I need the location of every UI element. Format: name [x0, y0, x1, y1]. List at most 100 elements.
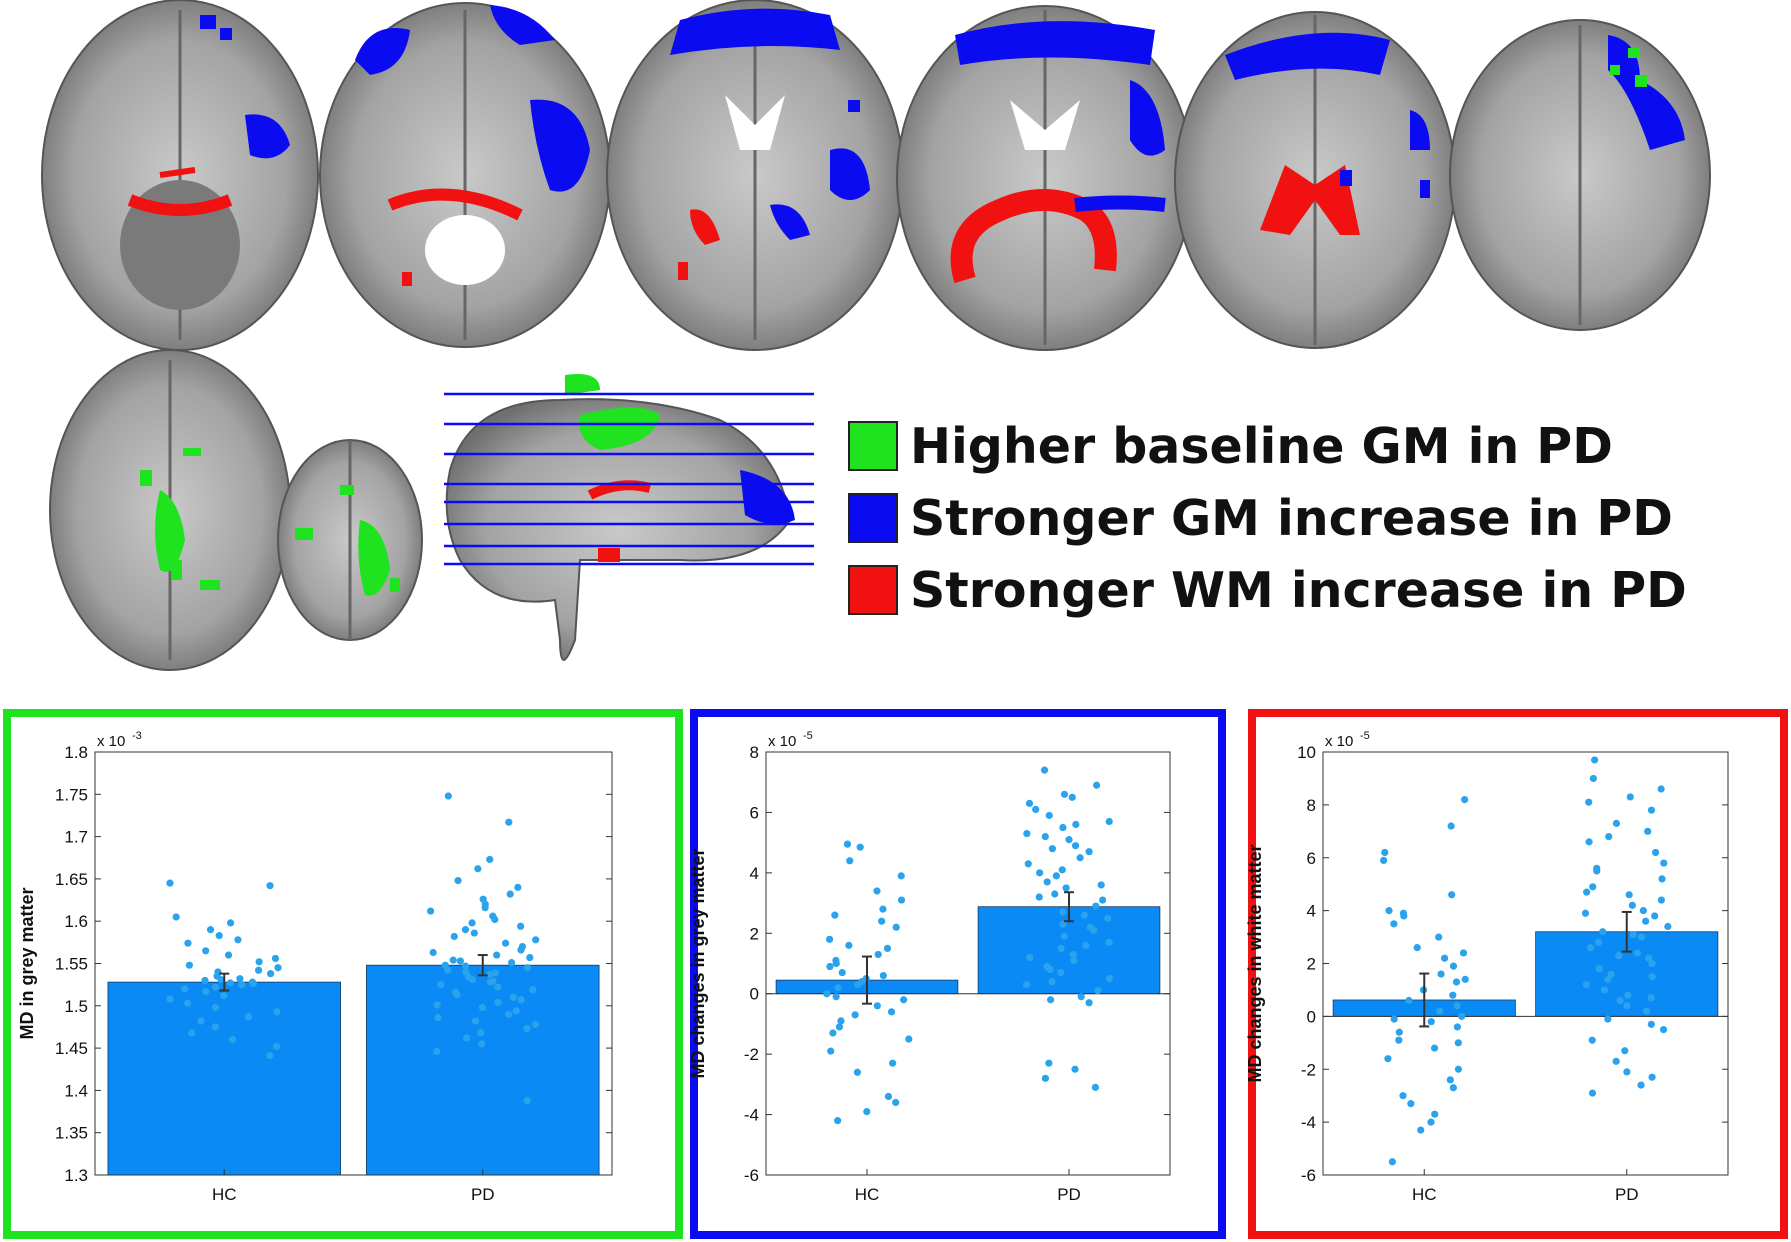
data-point [1024, 860, 1032, 868]
y-tick-label: 0 [750, 985, 759, 1004]
axial-slice-4 [896, 5, 1194, 351]
data-point [1449, 991, 1457, 999]
data-point [1664, 922, 1672, 931]
data-point [1417, 1126, 1425, 1134]
data-point [1600, 986, 1609, 994]
data-point [1459, 949, 1468, 957]
data-point [1615, 951, 1623, 960]
data-point [1453, 1023, 1462, 1031]
y-tick-label: 1.35 [55, 1124, 88, 1143]
y-tick-label: 4 [750, 864, 759, 883]
y-tick-label: 1.75 [55, 785, 88, 804]
data-point [1594, 938, 1603, 946]
data-point [1105, 817, 1113, 826]
data-point [856, 843, 864, 851]
data-point [1085, 848, 1093, 856]
data-point [220, 992, 228, 1000]
data-point [1060, 932, 1068, 940]
data-point [1647, 1020, 1655, 1028]
data-point [1595, 965, 1603, 973]
data-point [1390, 1015, 1398, 1023]
data-point [892, 923, 900, 931]
data-point [1639, 907, 1647, 915]
data-point [1454, 1039, 1462, 1047]
data-point [1437, 970, 1445, 978]
legend-swatch-green [848, 421, 898, 471]
data-point [1407, 1100, 1415, 1108]
data-point [1623, 1068, 1631, 1076]
data-point [1399, 1092, 1407, 1100]
data-point [1040, 766, 1049, 774]
data-point [1032, 805, 1040, 814]
data-point [508, 959, 516, 967]
data-point [1035, 893, 1043, 901]
y-tick-label: -6 [744, 1166, 759, 1185]
data-point [434, 1014, 442, 1022]
data-point [1604, 1015, 1612, 1023]
data-point [1447, 822, 1455, 830]
data-point [1076, 854, 1084, 862]
data-point [523, 1096, 531, 1105]
axial-slice-3 [606, 0, 904, 351]
data-point [166, 879, 174, 887]
data-point [211, 983, 220, 991]
axial-slice-6 [1449, 19, 1711, 331]
data-point [211, 1003, 220, 1012]
y-tick-label: -2 [1301, 1060, 1316, 1079]
data-point [470, 929, 478, 937]
data-point [1022, 981, 1031, 989]
data-point [1036, 869, 1044, 877]
data-point [1045, 811, 1053, 820]
data-point [188, 1029, 196, 1037]
data-point [531, 1020, 540, 1029]
y-tick-label: 10 [1297, 743, 1316, 762]
data-point [266, 970, 275, 978]
axis-exponent: x 10 [1325, 733, 1353, 750]
data-point [853, 981, 862, 989]
data-point [461, 926, 470, 934]
data-point [1440, 954, 1449, 962]
data-point [1657, 785, 1665, 793]
data-point [835, 1023, 844, 1031]
data-point [183, 999, 192, 1007]
data-point [1633, 949, 1642, 957]
data-point [1405, 996, 1413, 1005]
data-point [883, 944, 892, 952]
data-point [1041, 1074, 1050, 1082]
y-tick-label: 1.8 [64, 743, 88, 762]
data-point [1105, 975, 1114, 983]
data-point [1588, 1036, 1596, 1044]
slice-position-lines [444, 392, 814, 566]
data-point [900, 996, 908, 1004]
data-point [1399, 909, 1408, 917]
y-tick-label: 2 [1307, 955, 1316, 974]
y-axis-label: MD in grey matter [17, 887, 37, 1039]
data-point [444, 792, 452, 800]
y-tick-label: 1.6 [64, 912, 88, 931]
data-point [832, 959, 840, 968]
data-point [1099, 896, 1107, 904]
data-point [838, 968, 846, 977]
data-point [897, 896, 906, 904]
data-point [1046, 965, 1054, 974]
data-point [249, 980, 257, 988]
data-point [1427, 1118, 1435, 1126]
data-point [509, 993, 517, 1001]
y-tick-label: 1.4 [64, 1081, 88, 1100]
data-point [1589, 883, 1597, 891]
x-tick-label: HC [212, 1185, 237, 1204]
data-point [1461, 795, 1469, 804]
data-point [892, 1098, 900, 1107]
data-point [832, 993, 840, 1001]
data-point [1058, 866, 1066, 874]
data-point [255, 958, 263, 966]
data-point [1651, 848, 1660, 857]
data-point [1065, 836, 1073, 844]
data-point [823, 990, 831, 998]
data-point [889, 1059, 897, 1067]
data-point [181, 985, 189, 993]
data-point [1062, 884, 1070, 892]
data-point [454, 876, 462, 885]
data-point [1591, 756, 1599, 764]
data-point [185, 961, 194, 969]
